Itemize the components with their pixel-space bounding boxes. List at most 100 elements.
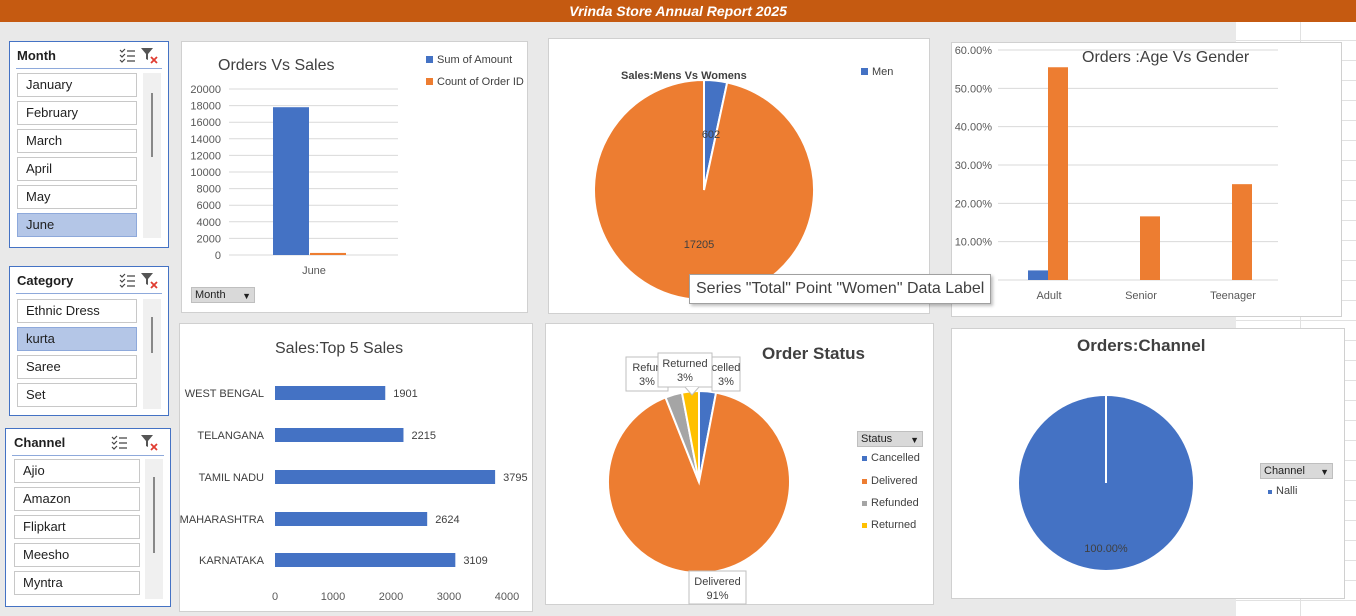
- legend-item: Nalli: [1268, 485, 1297, 497]
- bar-maharashtra: [275, 512, 428, 526]
- channel-slicer-scrollbar[interactable]: [145, 459, 163, 599]
- y-tick-label: 50.00%: [955, 83, 993, 95]
- x-tick-label: Senior: [1125, 290, 1157, 302]
- men-women-pie: 602 17205: [593, 78, 815, 301]
- category-label: TAMIL NADU: [199, 472, 264, 484]
- y-tick-label: 14000: [190, 134, 221, 146]
- data-label-percent: 3%: [718, 376, 734, 388]
- category-item-set[interactable]: Set: [17, 383, 137, 407]
- channel-item-flipkart[interactable]: Flipkart: [14, 515, 140, 539]
- y-tick-label: 12000: [190, 150, 221, 162]
- sales-men-women-chart[interactable]: Sales:Mens Vs Womens Men 602 17205: [548, 38, 930, 314]
- channel-item-myntra[interactable]: Myntra: [14, 571, 140, 595]
- bar-adult: [1028, 270, 1048, 280]
- y-tick-label: 6000: [197, 200, 221, 212]
- month-item-april[interactable]: April: [17, 157, 137, 181]
- channel-item-meesho[interactable]: Meesho: [14, 543, 140, 567]
- data-label: 3109: [463, 555, 487, 567]
- bar-senior: [1140, 216, 1160, 280]
- channel-item-amazon[interactable]: Amazon: [14, 487, 140, 511]
- callout-pointer: [684, 386, 700, 396]
- month-item-march[interactable]: March: [17, 129, 137, 153]
- orders-vs-sales-chart[interactable]: Orders Vs Sales Sum of Amount Count of O…: [181, 41, 528, 313]
- y-tick-label: 10000: [190, 167, 221, 179]
- channel-slicer[interactable]: Channel Ajio Amazon Flipkart Meesho Mynt…: [5, 428, 171, 607]
- data-callout-box: [711, 356, 741, 392]
- data-label: 100.00%: [1084, 543, 1128, 555]
- scrollbar-thumb[interactable]: [151, 93, 153, 157]
- data-label: 1901: [393, 388, 417, 400]
- month-item-february[interactable]: February: [17, 101, 137, 125]
- month-filter-button[interactable]: Month ▼: [191, 287, 255, 303]
- category-item-saree[interactable]: Saree: [17, 355, 137, 379]
- x-tick-label: 3000: [437, 591, 461, 603]
- x-tick-label: 4000: [495, 591, 519, 603]
- bar-adult: [1048, 67, 1068, 280]
- filter-dropdown-icon: ▼: [242, 291, 251, 301]
- y-tick-label: 16000: [190, 117, 221, 129]
- month-item-may[interactable]: May: [17, 185, 137, 209]
- month-item-january[interactable]: January: [17, 73, 137, 97]
- slicer-divider: [16, 68, 162, 69]
- slicer-divider: [16, 293, 162, 294]
- x-tick-label: Adult: [1036, 290, 1061, 302]
- data-label-name: Returned: [662, 358, 707, 370]
- channel-filter-button[interactable]: Channel ▼: [1260, 463, 1333, 479]
- category-slicer[interactable]: Category Ethnic Dress kurta Saree Set: [9, 266, 169, 416]
- multi-select-icon[interactable]: [110, 433, 128, 451]
- filter-dropdown-icon: ▼: [910, 435, 919, 445]
- bar-tamil-nadu: [275, 470, 496, 484]
- y-tick-label: 40.00%: [955, 122, 993, 134]
- top5-sales-chart[interactable]: Sales:Top 5 Sales WEST BENGAL 1901 TELANGA…: [179, 323, 533, 612]
- x-tick-label: 1000: [321, 591, 345, 603]
- month-item-june[interactable]: June: [17, 213, 137, 237]
- month-slicer-title: Month: [17, 48, 56, 63]
- filter-dropdown-icon: ▼: [1320, 467, 1329, 477]
- data-callout-box: [688, 570, 747, 605]
- bar-west-bengal: [275, 386, 386, 400]
- category-slicer-scrollbar[interactable]: [143, 299, 161, 409]
- y-tick-label: 18000: [190, 101, 221, 113]
- month-slicer[interactable]: Month January February March April May J…: [9, 41, 169, 248]
- legend-item: Count of Order ID: [426, 76, 524, 88]
- data-label-name: Delivered: [694, 576, 740, 588]
- category-item-kurta[interactable]: kurta: [17, 327, 137, 351]
- y-tick-label: 20000: [190, 84, 221, 96]
- clear-filter-icon[interactable]: [140, 46, 158, 64]
- slicer-divider: [12, 455, 164, 456]
- scrollbar-thumb[interactable]: [151, 317, 153, 353]
- legend-item: Refunded: [862, 497, 919, 509]
- data-callout-box: [657, 352, 713, 388]
- multi-select-icon[interactable]: [118, 46, 136, 64]
- month-slicer-scrollbar[interactable]: [143, 73, 161, 238]
- bar-telangana: [275, 428, 404, 442]
- multi-select-icon[interactable]: [118, 271, 136, 289]
- orders-vs-sales-plot: 0 2000 4000 6000 8000 10000 12000 14000 16000 180…: [190, 84, 398, 277]
- x-tick-label: June: [302, 265, 326, 277]
- category-label: WEST BENGAL: [185, 388, 264, 400]
- orders-channel-pie: 100.00%: [1018, 396, 1193, 570]
- age-gender-plot: 10.00% 20.00% 30.00% 40.00% 50.00% 60.00% Adul…: [955, 45, 1278, 302]
- clear-filter-icon[interactable]: [140, 433, 158, 451]
- status-filter-button[interactable]: Status ▼: [857, 431, 923, 447]
- data-label-men: 602: [702, 129, 720, 141]
- report-title: Vrinda Store Annual Report 2025: [0, 0, 1356, 22]
- y-tick-label: 10.00%: [955, 237, 993, 249]
- order-status-chart[interactable]: Order Status Refun 3% celled 3% Returned 3% De…: [545, 323, 934, 605]
- y-tick-label: 8000: [197, 184, 221, 196]
- y-tick-label: 4000: [197, 217, 221, 229]
- data-label-tooltip: Series "Total" Point "Women" Data Label: [689, 274, 992, 304]
- age-gender-chart[interactable]: Orders :Age Vs Gender 10.00% 20.00% 30.00%…: [951, 42, 1342, 317]
- clear-filter-icon[interactable]: [140, 271, 158, 289]
- channel-slicer-title: Channel: [14, 435, 66, 450]
- y-tick-label: 0: [215, 250, 221, 262]
- orders-channel-chart[interactable]: Orders:Channel 100.00% Channel ▼ Nalli: [951, 328, 1345, 599]
- legend-item: Sum of Amount: [426, 54, 512, 66]
- scrollbar-thumb[interactable]: [153, 477, 155, 553]
- category-item-ethnic-dress[interactable]: Ethnic Dress: [17, 299, 137, 323]
- category-label: MAHARASHTRA: [180, 514, 265, 526]
- data-label-women: 17205: [684, 239, 715, 251]
- channel-item-ajio[interactable]: Ajio: [14, 459, 140, 483]
- order-status-pie: Refun 3% celled 3% Returned 3% Delivered 91%: [607, 352, 791, 605]
- legend-item: Men: [861, 66, 893, 78]
